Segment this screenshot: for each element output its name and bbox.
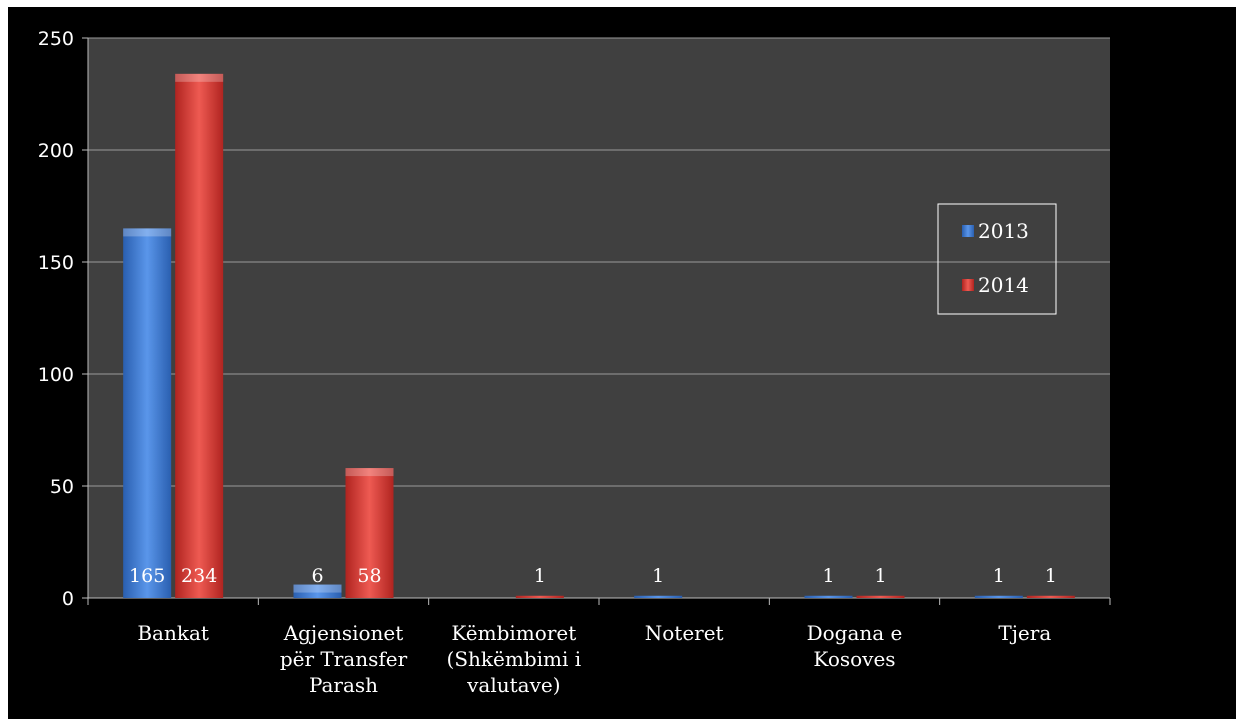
- bar-2013-0: [123, 228, 172, 598]
- legend: 2013 2014: [937, 203, 1057, 315]
- bar-2014-2: [515, 595, 564, 598]
- data-label: 1: [874, 565, 886, 587]
- bars: [123, 73, 1075, 599]
- bar-2013-3: [634, 595, 683, 598]
- y-tick-label: 0: [62, 588, 74, 610]
- bar-2014-5: [1026, 595, 1075, 598]
- legend-swatch-2013: [962, 225, 974, 237]
- axes: 0 50 100 150 200 250 Bankat Agjensionet për Tran…: [38, 28, 1111, 697]
- legend-swatch-2014: [962, 279, 974, 291]
- bar-highlight: [293, 584, 342, 593]
- data-label: 1: [652, 565, 664, 587]
- x-category-label: Bankat: [137, 621, 209, 645]
- x-category-label: Noteret: [645, 621, 724, 645]
- bar-2013-1: [293, 584, 342, 598]
- data-label: 1: [993, 565, 1005, 587]
- data-label: 1: [534, 565, 546, 587]
- bar-highlight: [175, 73, 224, 82]
- x-category-label: Dogana e Kosoves: [807, 621, 903, 671]
- bar-2014-0: [175, 73, 224, 599]
- y-tick-label: 100: [38, 364, 74, 386]
- data-label: 1: [1045, 565, 1057, 587]
- x-category-label: Agjensionet për Transfer Parash: [280, 621, 408, 697]
- data-label: 234: [181, 565, 217, 587]
- data-label: 58: [357, 565, 381, 587]
- y-tick-label: 150: [38, 252, 74, 274]
- data-label: 165: [129, 565, 165, 587]
- data-label: 1: [822, 565, 834, 587]
- y-tick-label: 50: [50, 476, 74, 498]
- bar-highlight: [345, 468, 394, 477]
- legend-label-2013: 2013: [978, 219, 1029, 243]
- bar-2013-4: [804, 595, 853, 598]
- plot-area: [88, 38, 1110, 598]
- bar-2013-5: [974, 595, 1023, 598]
- legend-box: [937, 203, 1057, 315]
- legend-label-2014: 2014: [978, 273, 1029, 297]
- data-labels: 165 234 6 58 1 1 1 1 1 1: [129, 565, 1057, 587]
- gridlines: [88, 37, 1110, 487]
- y-tick-label: 250: [38, 28, 74, 50]
- bar-2014-4: [856, 595, 905, 598]
- bar-highlight: [123, 228, 172, 237]
- data-label: 6: [311, 565, 323, 587]
- x-category-label: Tjera: [998, 621, 1051, 645]
- bar-2014-1: [345, 468, 394, 598]
- y-tick-label: 200: [38, 140, 74, 162]
- x-category-label: Këmbimoret (Shkëmbimi i valutave): [447, 621, 582, 697]
